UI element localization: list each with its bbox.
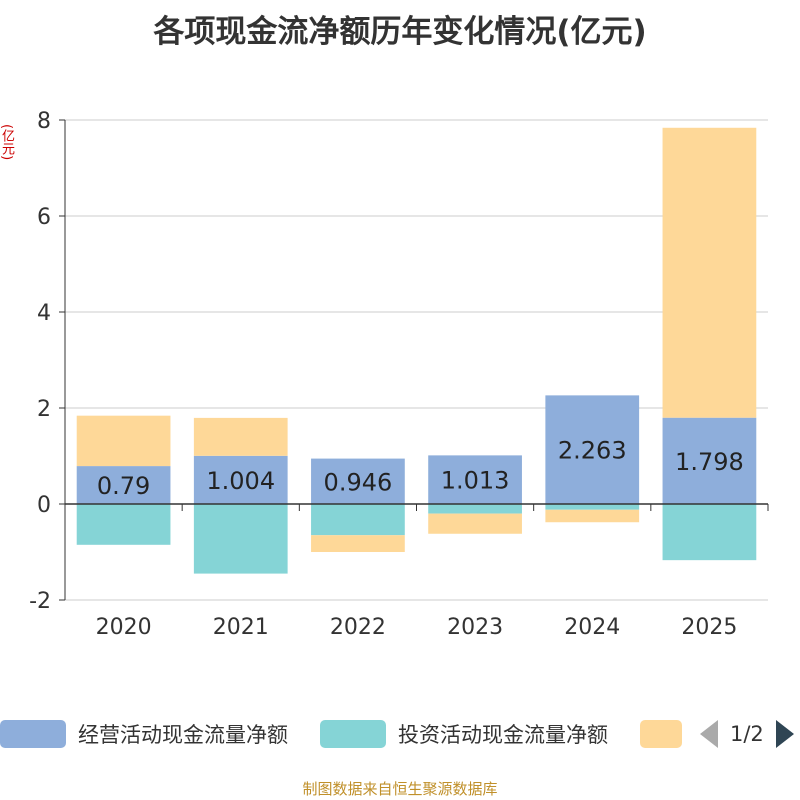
- bar-investing-2022: [311, 504, 405, 536]
- legend-swatch-investing: [320, 720, 386, 748]
- bar-investing-2025: [662, 504, 757, 561]
- y-tick-label: -2: [29, 589, 51, 614]
- bar-financing-2022: [311, 535, 405, 552]
- bar-operating-2023: [428, 455, 522, 504]
- data-labels: 0.79 1.004 0.946 1.013 2.263 1.798: [97, 437, 744, 500]
- axes: -2 0 2 4 6 8 2020 2021 2022 2023 2024 2025: [29, 109, 769, 640]
- bar-operating-2022: [311, 458, 405, 504]
- x-tick-label: 2023: [447, 615, 503, 640]
- bar-operating-2020: [76, 466, 171, 504]
- bar-financing-2020: [76, 415, 171, 467]
- legend-prev-page-icon[interactable]: [700, 720, 718, 748]
- data-source-footer: 制图数据来自恒生聚源数据库: [302, 780, 498, 798]
- legend-item-financing[interactable]: [640, 716, 682, 752]
- bar-operating-2025: [662, 417, 757, 504]
- legend: 经营活动现金流量净额 投资活动现金流量净额 1/2: [0, 716, 800, 752]
- legend-swatch-operating: [0, 720, 66, 748]
- x-tick-label: 2024: [564, 615, 620, 640]
- bar-financing-2021: [193, 417, 288, 456]
- x-tick-label: 2022: [330, 615, 386, 640]
- bar-operating-2024: [545, 395, 640, 504]
- bar-investing-2024: [545, 504, 640, 510]
- y-tick-label: 0: [37, 493, 51, 518]
- data-label-2025: 1.798: [675, 448, 744, 476]
- data-label-2021: 1.004: [206, 467, 275, 495]
- data-label-2024: 2.263: [558, 437, 627, 465]
- legend-item-investing[interactable]: 投资活动现金流量净额: [320, 716, 608, 752]
- x-tick-label: 2025: [681, 615, 737, 640]
- data-label-2023: 1.013: [441, 467, 510, 495]
- y-tick-label: 6: [37, 205, 51, 230]
- legend-next-page-icon[interactable]: [775, 720, 794, 748]
- y-tick-label: 8: [37, 109, 51, 134]
- bar-financing-2024: [545, 509, 640, 523]
- legend-pager: 1/2: [700, 716, 794, 752]
- legend-item-operating[interactable]: 经营活动现金流量净额: [0, 716, 288, 752]
- bar-investing-2023: [428, 504, 522, 514]
- y-tick-label: 4: [37, 301, 51, 326]
- bar-series-group: [76, 127, 757, 574]
- data-label-2020: 0.79: [97, 472, 150, 500]
- bar-financing-2023: [428, 513, 522, 534]
- y-axis-unit-label: (亿元): [0, 124, 14, 161]
- data-label-2022: 0.946: [324, 468, 393, 496]
- legend-page-indicator: 1/2: [730, 722, 764, 746]
- x-tick-label: 2021: [213, 615, 269, 640]
- x-tick-label: 2020: [96, 615, 152, 640]
- cashflow-bar-chart: -2 0 2 4 6 8 2020 2021 2022 2023 2024 2025 0.79 1.00…: [29, 109, 769, 640]
- legend-label-operating: 经营活动现金流量净额: [78, 723, 288, 747]
- y-tick-label: 2: [37, 397, 51, 422]
- bar-investing-2021: [193, 504, 288, 574]
- legend-swatch-financing: [640, 720, 682, 748]
- legend-label-investing: 投资活动现金流量净额: [398, 723, 608, 747]
- bar-financing-2025: [662, 127, 757, 418]
- chart-title: 各项现金流净额历年变化情况(亿元): [153, 14, 647, 50]
- bar-operating-2021: [193, 455, 288, 504]
- bar-investing-2020: [76, 504, 171, 545]
